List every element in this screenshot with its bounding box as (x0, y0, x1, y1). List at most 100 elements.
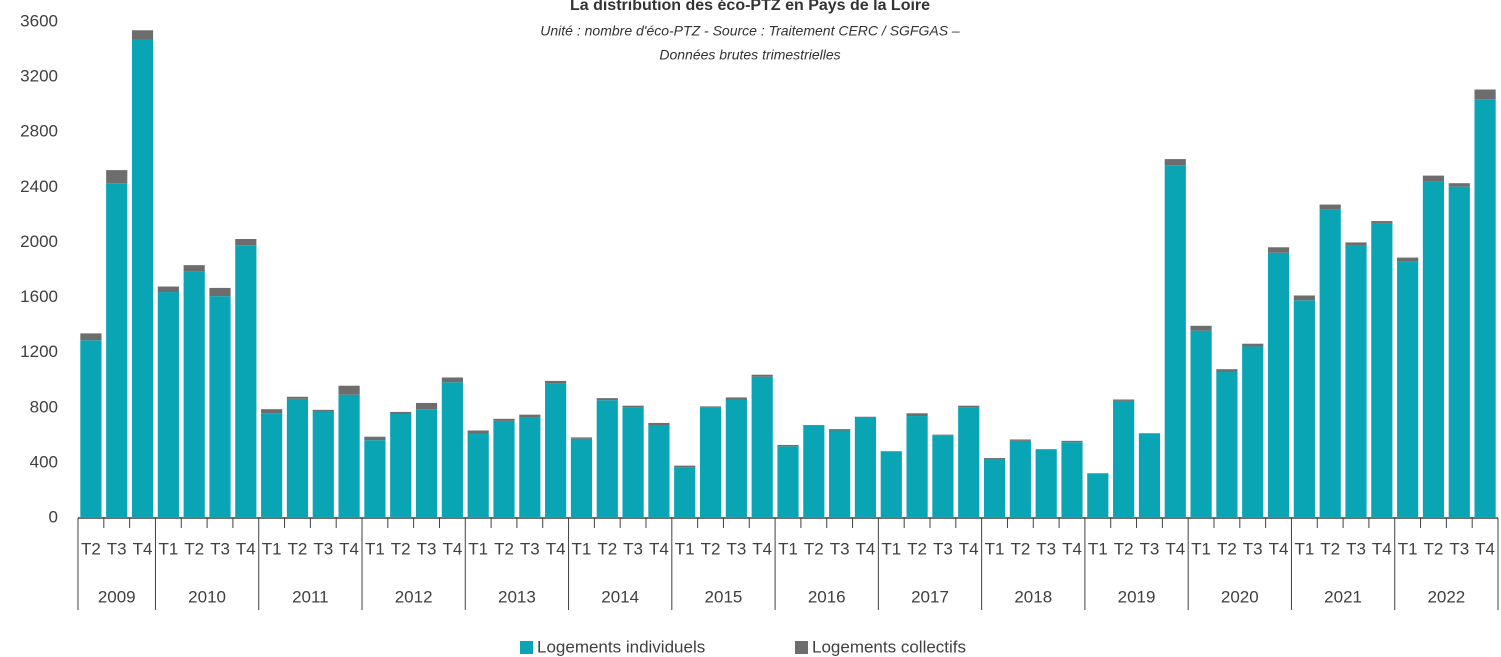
bar-segment (338, 394, 360, 518)
legend-label: Logements individuels (537, 637, 705, 656)
bar-segment (880, 451, 902, 452)
x-tick-label: T2 (1320, 539, 1340, 558)
bar-segment (261, 413, 283, 518)
bar-segment (131, 30, 154, 40)
group-label: 2010 (188, 587, 226, 606)
bar-segment (1190, 330, 1212, 518)
bar-segment (1319, 209, 1341, 518)
bar-segment (1474, 89, 1496, 100)
group-label: 2009 (98, 587, 136, 606)
bar-segment (622, 407, 644, 518)
bar-segment (390, 413, 412, 518)
bar-segment (1164, 165, 1186, 519)
y-tick-label: 1200 (20, 342, 58, 361)
bar-segment (1242, 343, 1264, 347)
bar-segment (1448, 183, 1470, 187)
x-tick-label: T3 (623, 539, 643, 558)
x-tick-label: T3 (417, 539, 437, 558)
x-tick-label: T4 (752, 539, 772, 558)
bar-segment (1138, 433, 1161, 518)
x-tick-label: T2 (1010, 539, 1030, 558)
x-tick-label: T1 (881, 539, 901, 558)
y-tick-label: 1600 (20, 287, 58, 306)
bar-segment (235, 245, 257, 518)
group-label: 2021 (1324, 587, 1362, 606)
bar-segment (1397, 261, 1419, 518)
bar-segment (725, 397, 747, 400)
bar-segment (209, 287, 231, 297)
bar-segment (751, 374, 773, 377)
bar-segment (906, 413, 928, 417)
bar-segment (441, 382, 463, 518)
x-tick-label: T2 (1217, 539, 1237, 558)
bar-segment (854, 416, 877, 418)
chart-subtitle: Données brutes trimestrielles (659, 47, 840, 63)
bar-segment (312, 411, 334, 518)
bar-segment (648, 425, 670, 518)
group-label: 2018 (1014, 587, 1052, 606)
x-tick-label: T3 (313, 539, 333, 558)
bar-segment (1345, 242, 1367, 246)
legend-swatch (795, 641, 808, 654)
x-tick-label: T4 (236, 539, 256, 558)
y-tick-label: 3600 (20, 11, 58, 30)
bar-segment (1009, 440, 1031, 518)
x-tick-label: T4 (133, 539, 153, 558)
bar-segment (1371, 223, 1393, 518)
y-tick-label: 2400 (20, 177, 58, 196)
x-tick-label: T4 (1165, 539, 1185, 558)
group-label: 2019 (1118, 587, 1156, 606)
bar-segment (1319, 204, 1341, 210)
bar-segment (803, 425, 825, 426)
group-label: 2017 (911, 587, 949, 606)
bar-segment (106, 170, 128, 184)
group-label: 2013 (498, 587, 536, 606)
bar-segment (932, 435, 954, 518)
bar-segment (983, 458, 1006, 460)
group-label: 2015 (705, 587, 743, 606)
x-tick-label: T2 (1114, 539, 1134, 558)
x-tick-label: T4 (1372, 539, 1392, 558)
bar-segment (183, 271, 205, 518)
bar-segment (467, 433, 489, 518)
bar-segment (235, 239, 257, 246)
bar-segment (364, 440, 386, 518)
bar-segment (983, 459, 1006, 518)
x-tick-label: T1 (985, 539, 1005, 558)
x-tick-label: T1 (778, 539, 798, 558)
bar-segment (751, 376, 773, 518)
bar-segment (157, 292, 179, 518)
x-tick-label: T1 (468, 539, 488, 558)
x-tick-label: T1 (1191, 539, 1211, 558)
x-tick-label: T2 (1424, 539, 1444, 558)
x-tick-label: T4 (959, 539, 979, 558)
bar-segment (1474, 99, 1496, 519)
x-tick-label: T3 (726, 539, 746, 558)
x-tick-label: T1 (572, 539, 592, 558)
x-tick-label: T4 (546, 539, 566, 558)
x-tick-label: T2 (81, 539, 101, 558)
bar-segment (906, 416, 928, 518)
bar-segment (1242, 346, 1264, 518)
bar-segment (1113, 400, 1135, 518)
x-tick-label: T4 (856, 539, 876, 558)
x-tick-label: T1 (262, 539, 282, 558)
bar-segment (415, 402, 438, 410)
bar-segment (725, 399, 747, 518)
bar-segment (1113, 399, 1135, 401)
group-label: 2011 (292, 587, 329, 606)
x-tick-label: T1 (1398, 539, 1418, 558)
bar-segment (157, 286, 179, 293)
bar-segment (1422, 181, 1445, 519)
bar-segment (1422, 175, 1445, 182)
bar-segment (1087, 473, 1109, 518)
x-tick-label: T3 (1140, 539, 1160, 558)
x-tick-label: T1 (1294, 539, 1314, 558)
group-label: 2012 (395, 587, 433, 606)
bar-segment (880, 451, 902, 518)
x-tick-label: T2 (597, 539, 617, 558)
x-tick-label: T2 (391, 539, 411, 558)
bar-segment (1371, 221, 1393, 224)
bar-segment (519, 417, 541, 518)
